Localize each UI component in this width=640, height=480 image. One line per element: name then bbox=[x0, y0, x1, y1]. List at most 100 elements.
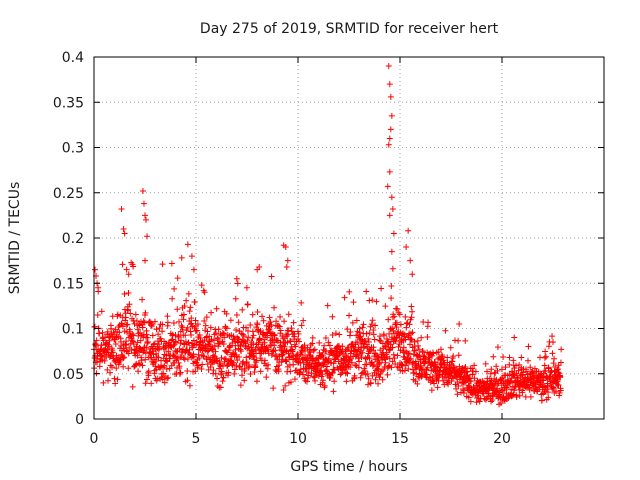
data-point bbox=[96, 363, 103, 370]
data-point bbox=[382, 303, 389, 310]
data-point bbox=[524, 357, 531, 364]
data-point bbox=[275, 368, 282, 375]
data-point bbox=[239, 372, 246, 379]
data-point bbox=[329, 332, 336, 339]
data-point bbox=[545, 389, 552, 396]
data-point bbox=[185, 339, 192, 346]
data-point bbox=[298, 322, 305, 329]
data-point bbox=[220, 340, 227, 347]
data-point bbox=[509, 392, 516, 399]
data-point bbox=[295, 338, 302, 345]
data-point bbox=[414, 380, 421, 387]
x-tick-label: 20 bbox=[493, 431, 511, 447]
data-point bbox=[249, 335, 256, 342]
data-point bbox=[406, 321, 413, 328]
data-point bbox=[513, 393, 520, 400]
data-point bbox=[467, 398, 474, 405]
data-point bbox=[259, 313, 266, 320]
data-point bbox=[247, 321, 254, 328]
data-point bbox=[186, 346, 193, 353]
data-point bbox=[408, 335, 415, 342]
data-point bbox=[545, 394, 552, 401]
data-point bbox=[229, 350, 236, 357]
data-point bbox=[178, 337, 185, 344]
data-point bbox=[246, 363, 253, 370]
data-point bbox=[558, 346, 565, 353]
data-point bbox=[212, 330, 219, 337]
data-point bbox=[164, 319, 171, 326]
data-point bbox=[488, 398, 495, 405]
data-point bbox=[159, 376, 166, 383]
data-point bbox=[365, 339, 372, 346]
data-point bbox=[291, 376, 298, 383]
x-axis-label: GPS time / hours bbox=[290, 459, 407, 475]
data-point bbox=[218, 354, 225, 361]
data-point bbox=[354, 339, 361, 346]
data-point bbox=[214, 375, 221, 382]
data-point bbox=[557, 387, 564, 394]
data-point bbox=[257, 368, 264, 375]
data-point bbox=[204, 328, 211, 335]
data-point bbox=[525, 343, 532, 350]
data-point bbox=[493, 363, 500, 370]
data-point bbox=[527, 364, 534, 371]
data-point bbox=[121, 291, 128, 298]
data-point bbox=[367, 323, 374, 330]
data-point bbox=[273, 318, 280, 325]
data-point bbox=[107, 369, 114, 376]
data-point bbox=[454, 391, 461, 398]
data-point bbox=[456, 320, 463, 327]
data-point bbox=[357, 333, 364, 340]
data-point bbox=[125, 350, 132, 357]
data-point bbox=[358, 370, 365, 377]
data-point bbox=[186, 308, 193, 315]
data-point bbox=[142, 309, 149, 316]
data-point bbox=[361, 367, 368, 374]
data-point bbox=[386, 168, 393, 175]
data-point bbox=[380, 367, 387, 374]
data-point bbox=[386, 81, 393, 88]
data-point bbox=[261, 339, 268, 346]
data-point bbox=[129, 338, 136, 345]
data-point bbox=[388, 364, 395, 371]
data-point bbox=[198, 282, 205, 289]
data-point bbox=[439, 353, 446, 360]
data-point bbox=[123, 341, 130, 348]
data-point bbox=[241, 365, 248, 372]
data-point bbox=[433, 363, 440, 370]
data-point bbox=[219, 330, 226, 337]
data-point bbox=[234, 357, 241, 364]
data-point bbox=[440, 377, 447, 384]
data-point bbox=[147, 321, 154, 328]
data-point bbox=[176, 318, 183, 325]
data-point bbox=[550, 339, 556, 346]
data-point bbox=[235, 336, 242, 343]
data-point bbox=[463, 369, 470, 376]
data-point bbox=[205, 347, 212, 354]
data-point bbox=[153, 366, 160, 373]
data-point bbox=[330, 360, 337, 367]
data-point bbox=[209, 343, 216, 350]
data-point bbox=[173, 348, 180, 355]
data-point bbox=[341, 294, 348, 301]
data-point bbox=[444, 359, 451, 366]
data-point bbox=[303, 369, 310, 375]
data-point bbox=[221, 355, 228, 362]
data-point bbox=[208, 309, 215, 316]
data-point bbox=[119, 261, 126, 268]
data-point bbox=[515, 367, 522, 374]
data-point bbox=[151, 340, 158, 347]
data-point bbox=[253, 378, 260, 385]
data-point bbox=[287, 338, 294, 345]
data-point bbox=[140, 200, 147, 207]
data-point bbox=[111, 375, 118, 382]
data-point bbox=[153, 350, 160, 357]
data-point bbox=[430, 350, 437, 357]
data-point bbox=[207, 364, 214, 371]
data-point bbox=[387, 93, 394, 100]
data-point bbox=[150, 341, 157, 348]
data-point bbox=[116, 357, 123, 364]
data-point bbox=[418, 334, 425, 341]
data-point bbox=[232, 295, 239, 302]
data-point bbox=[321, 382, 328, 389]
